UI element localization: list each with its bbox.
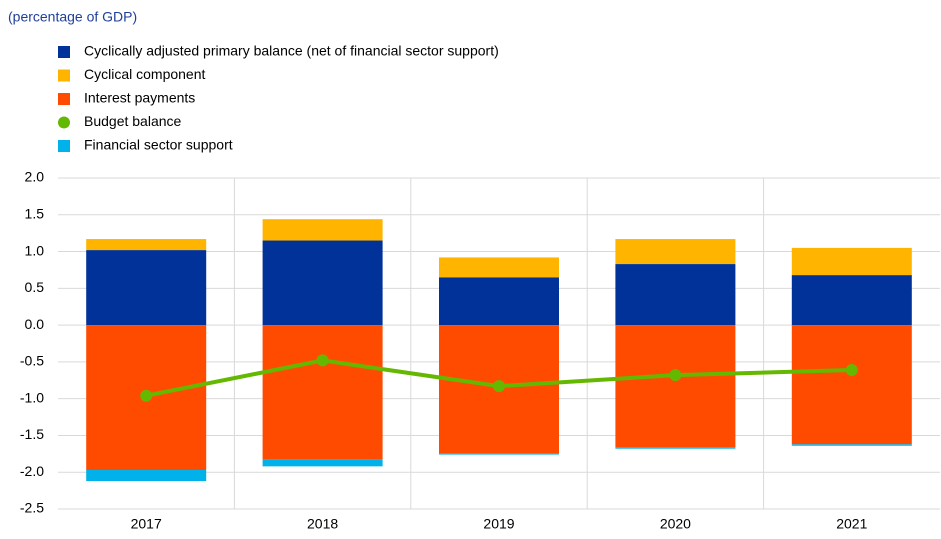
y-tick-label: -1.5 bbox=[20, 426, 44, 442]
line-marker bbox=[669, 369, 682, 382]
y-tick-label: 1.0 bbox=[25, 242, 45, 258]
y-tick-label: 0.0 bbox=[25, 316, 45, 332]
bar bbox=[262, 240, 383, 326]
bar bbox=[615, 239, 736, 265]
bar bbox=[791, 444, 912, 446]
y-tick-label: -0.5 bbox=[20, 353, 44, 369]
legend-label: Interest payments bbox=[84, 90, 195, 106]
bar bbox=[791, 247, 912, 276]
bar bbox=[86, 470, 207, 482]
bar bbox=[615, 325, 736, 448]
x-tick-label: 2019 bbox=[483, 516, 514, 532]
line-marker bbox=[316, 354, 329, 367]
chart-subtitle: (percentage of GDP) bbox=[8, 9, 137, 25]
x-tick-label: 2020 bbox=[660, 516, 691, 532]
x-tick-label: 2017 bbox=[131, 516, 162, 532]
bar bbox=[439, 277, 559, 326]
bar bbox=[262, 325, 383, 460]
legend-swatch bbox=[58, 140, 70, 152]
bar bbox=[86, 239, 207, 251]
legend-label: Budget balance bbox=[84, 113, 182, 129]
y-tick-label: 2.0 bbox=[25, 169, 45, 185]
bar bbox=[615, 447, 736, 449]
y-tick-label: -2.5 bbox=[20, 500, 44, 516]
legend-label: Financial sector support bbox=[84, 137, 233, 153]
x-tick-label: 2018 bbox=[307, 516, 338, 532]
bar bbox=[615, 264, 736, 326]
bar bbox=[262, 219, 383, 241]
bar bbox=[791, 275, 912, 326]
line-marker bbox=[140, 389, 153, 402]
y-tick-label: 1.5 bbox=[25, 205, 45, 221]
bar bbox=[791, 325, 912, 445]
bar bbox=[439, 257, 559, 278]
bar bbox=[262, 459, 383, 467]
line-marker bbox=[493, 380, 505, 393]
legend-swatch bbox=[58, 69, 70, 82]
legend-label: Cyclical component bbox=[84, 66, 205, 82]
bar bbox=[439, 453, 559, 455]
legend-label: Cyclically adjusted primary balance (net… bbox=[84, 43, 499, 59]
legend-swatch bbox=[58, 46, 70, 58]
y-tick-label: 0.5 bbox=[25, 279, 45, 295]
legend-swatch bbox=[58, 93, 70, 105]
line-marker bbox=[845, 363, 858, 376]
y-tick-label: -1.0 bbox=[20, 389, 44, 405]
legend-marker bbox=[58, 116, 70, 129]
bar bbox=[86, 250, 207, 326]
y-tick-label: -2.0 bbox=[20, 463, 44, 479]
x-tick-label: 2021 bbox=[836, 516, 867, 532]
